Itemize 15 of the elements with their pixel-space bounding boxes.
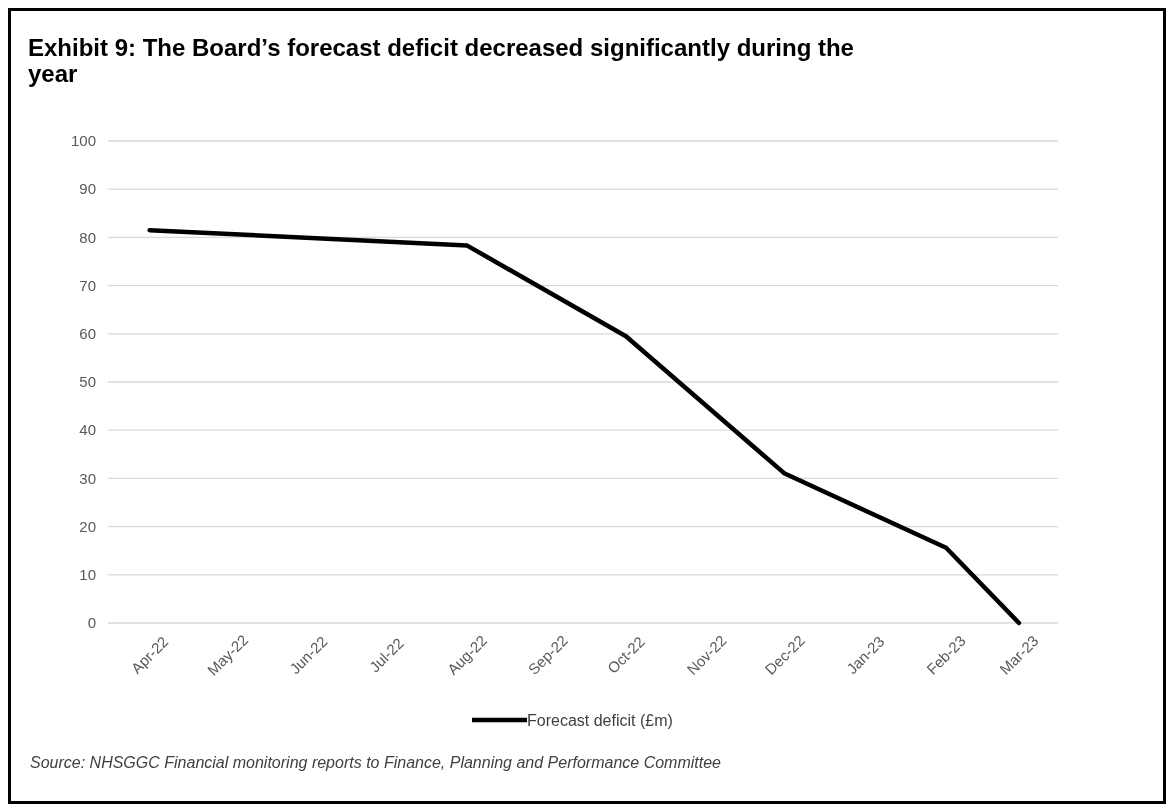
y-tick-label: 60 xyxy=(79,325,96,343)
source-note: Source: NHSGGC Financial monitoring reports to Finance, Planning and Performance Committee xyxy=(30,754,722,771)
y-tick-label: 30 xyxy=(79,469,96,487)
y-tick-label: 20 xyxy=(79,517,96,535)
y-tick-label: 40 xyxy=(79,421,96,439)
y-tick-label: 10 xyxy=(79,566,96,584)
y-tick-label: 0 xyxy=(87,614,96,632)
y-tick-label: 50 xyxy=(79,373,96,391)
chart-title: Exhibit 9: The Board’s forecast deficit decreased significantly during the year xyxy=(28,34,854,87)
y-tick-label: 100 xyxy=(70,132,96,150)
y-tick-label: 90 xyxy=(79,180,96,198)
line-series xyxy=(147,227,1022,626)
legend-label: Forecast deficit (£m) xyxy=(527,711,673,729)
y-tick-label: 70 xyxy=(79,276,96,294)
y-tick-label: 80 xyxy=(79,228,96,246)
